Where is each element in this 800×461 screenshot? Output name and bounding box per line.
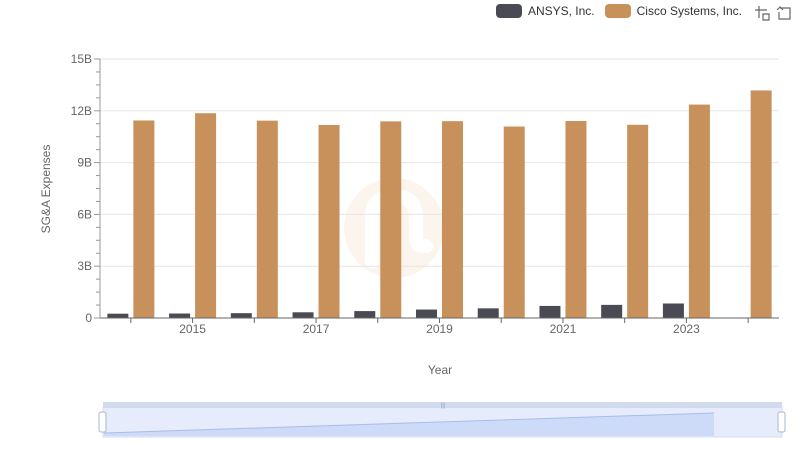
y-tick-label: 0 [85,311,92,325]
x-tick-label: 2019 [426,322,453,336]
bar-ansys-2018[interactable] [354,311,376,318]
y-axis-title: SG&A Expenses [39,145,53,234]
bar-series [107,90,772,319]
bar-cisco-2022[interactable] [627,124,649,318]
bar-ansys-2022[interactable] [601,304,623,318]
legend-item-cisco[interactable]: Cisco Systems, Inc. [604,4,742,18]
legend-label-ansys: ANSYS, Inc. [527,4,595,18]
bar-ansys-2020[interactable] [477,308,499,318]
zoom-handle-left[interactable] [98,411,107,433]
bar-cisco-2014[interactable] [133,120,155,318]
bar-ansys-2023[interactable] [662,303,684,318]
legend-item-ansys[interactable]: ANSYS, Inc. [495,4,595,18]
legend-swatch-ansys [495,4,522,18]
bar-ansys-2015[interactable] [169,313,191,318]
zoom-icon[interactable] [754,5,770,21]
bar-ansys-2021[interactable] [539,305,561,318]
zoom-handle-right[interactable] [777,411,786,433]
bar-cisco-2023[interactable] [688,104,710,318]
legend: ANSYS, Inc. Cisco Systems, Inc. [495,4,742,18]
bar-ansys-2014[interactable] [107,313,129,318]
x-axis: 2015 2017 2019 2021 2023 [100,317,779,336]
y-tick-label: 15B [71,52,92,66]
y-axis: 0 3B 6B 9B 12B 15B [71,52,101,325]
y-tick-label: 6B [77,207,92,221]
bar-ansys-2019[interactable] [416,309,437,318]
data-zoom-slider[interactable]: ||| [98,402,786,438]
bar-ansys-2016[interactable] [230,313,252,318]
x-tick-label: 2015 [179,322,206,336]
bar-cisco-2018[interactable] [380,121,402,318]
bar-cisco-2016[interactable] [256,120,278,318]
y-tick-label: 3B [77,259,92,273]
zoom-preview-area [104,413,714,436]
bar-cisco-2024[interactable] [750,90,772,319]
y-tick-label: 9B [77,156,92,170]
x-tick-label: 2017 [303,322,330,336]
bar-cisco-2019[interactable] [442,121,463,318]
toolbox [754,5,792,21]
legend-swatch-cisco [604,4,631,18]
bar-ansys-2017[interactable] [292,312,314,318]
zoom-preview-line [103,412,715,434]
x-tick-label: 2021 [550,322,577,336]
x-tick-label: 2023 [673,322,700,336]
zoom-top-bar[interactable] [103,402,782,408]
bar-cisco-2021[interactable] [565,120,587,318]
legend-label-cisco: Cisco Systems, Inc. [636,4,742,18]
x-axis-title: Year [428,363,452,377]
bar-cisco-2017[interactable] [318,124,340,318]
bar-cisco-2015[interactable] [195,113,217,318]
restore-icon[interactable] [776,5,792,21]
zoom-grip-icon[interactable]: ||| [441,403,446,409]
y-tick-label: 12B [71,104,92,118]
bar-cisco-2020[interactable] [503,126,525,318]
